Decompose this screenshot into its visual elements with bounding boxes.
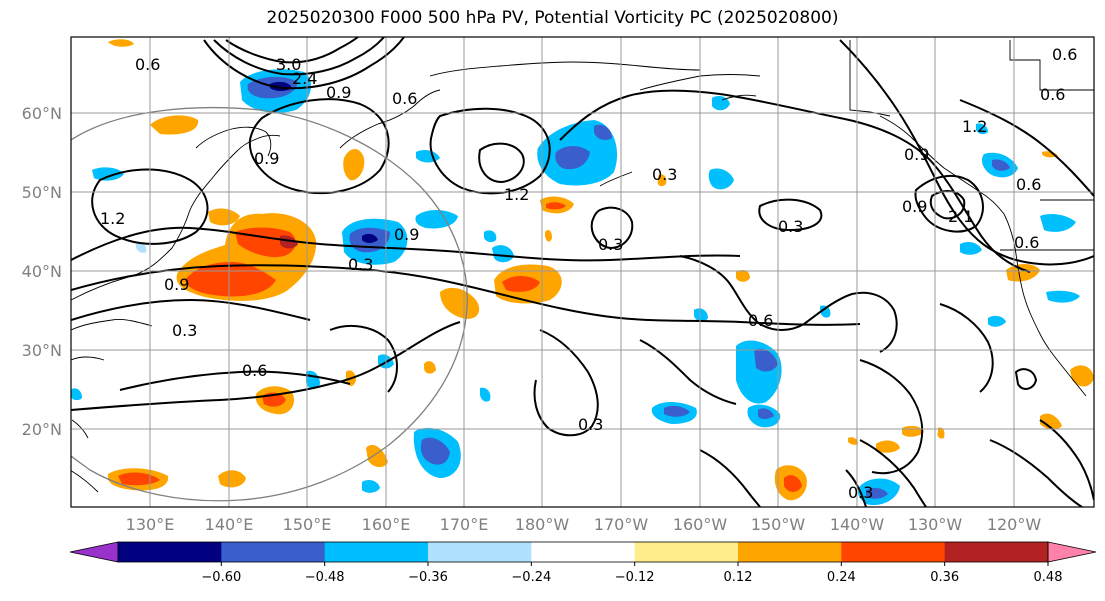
lon-label: 170°W — [594, 515, 649, 534]
contour-label: 0.6 — [1014, 233, 1039, 252]
colorbar-segment — [221, 542, 326, 562]
lon-label: 130°W — [908, 515, 963, 534]
colorbar-tick-label: −0.12 — [615, 570, 655, 585]
gridlines — [71, 37, 1094, 507]
lat-label: 30°N — [22, 341, 62, 360]
lon-label: 150°W — [751, 515, 806, 534]
colorbar-segment — [634, 542, 739, 562]
coastlines — [71, 40, 1094, 493]
contour-label: 0.6 — [1052, 45, 1077, 64]
colorbar-ticks: −0.60 −0.48 −0.36 −0.24 −0.12 0.12 0.24 0.36 0.4… — [201, 562, 1063, 585]
longitude-labels: 130°E 140°E 150°E 160°E 170°E 180°W 170°… — [126, 515, 1042, 534]
contour-label: 0.9 — [394, 225, 419, 244]
colorbar-segments — [69, 541, 1097, 563]
colorbar-tick-label: −0.60 — [201, 570, 241, 585]
lon-label: 130°E — [126, 515, 175, 534]
contour-label: 0.6 — [242, 361, 267, 380]
lon-label: 140°E — [205, 515, 254, 534]
colorbar-tick-label: 0.36 — [930, 570, 959, 585]
colorbar-outline — [117, 541, 1049, 563]
contour-label: 1.2 — [100, 209, 125, 228]
colorbar-segment — [118, 542, 222, 562]
colorbar-extend-low — [69, 541, 119, 563]
contour-label: 0.6 — [1016, 175, 1041, 194]
lon-label: 180°W — [515, 515, 570, 534]
contour-label: 0.9 — [326, 83, 351, 102]
pv-contours — [71, 37, 1094, 507]
colorbar-tick-label: −0.48 — [305, 570, 345, 585]
colorbar-tick-label: 0.48 — [1034, 570, 1063, 585]
contour-label: 2.1 — [948, 207, 973, 226]
colorbar-segment — [944, 542, 1049, 562]
contour-label: 2.4 — [292, 69, 317, 88]
colorbar-tick-label: −0.36 — [408, 570, 448, 585]
lon-label: 160°W — [673, 515, 728, 534]
contour-label: 3.0 — [276, 55, 301, 74]
contour-label: 0.3 — [652, 165, 677, 184]
lon-label: 120°W — [987, 515, 1042, 534]
contour-label: 0.3 — [348, 255, 373, 274]
contour-label: 0.3 — [172, 321, 197, 340]
lat-label: 40°N — [22, 262, 62, 281]
colorbar-segment — [324, 542, 429, 562]
colorbar: −0.60 −0.48 −0.36 −0.24 −0.12 0.12 0.24 0.36 0.4… — [69, 541, 1097, 585]
contour-label: 0.9 — [902, 197, 927, 216]
contour-label: 0.3 — [598, 235, 623, 254]
lon-label: 150°E — [283, 515, 332, 534]
lon-label: 140°W — [830, 515, 885, 534]
contour-label: 0.9 — [164, 275, 189, 294]
contour-label: 0.6 — [1040, 85, 1065, 104]
map-frame — [70, 36, 1095, 508]
contour-label: 0.3 — [778, 217, 803, 236]
lon-label: 170°E — [440, 515, 489, 534]
latitude-labels: 60°N 50°N 40°N 30°N 20°N — [22, 104, 62, 439]
contour-label: 1.2 — [962, 117, 987, 136]
colorbar-tick-label: 0.24 — [827, 570, 856, 585]
colorbar-segment — [841, 542, 946, 562]
contour-label: 0.9 — [904, 145, 929, 164]
contour-label: 0.9 — [254, 149, 279, 168]
contour-labels: 0.6 3.0 2.4 0.9 0.6 0.9 1.2 1.2 0.9 0.3 … — [100, 45, 1077, 502]
lon-label: 160°E — [362, 515, 411, 534]
colorbar-segment — [738, 542, 842, 562]
contour-label: 0.3 — [848, 483, 873, 502]
colorbar-tick-label: −0.24 — [511, 570, 551, 585]
contour-label: 0.6 — [748, 311, 773, 330]
colorbar-extend-high — [1047, 541, 1097, 563]
contour-label: 1.2 — [504, 185, 529, 204]
contour-label: 0.6 — [392, 89, 417, 108]
contour-label: 0.6 — [135, 55, 160, 74]
map-title: 2025020300 F000 500 hPa PV, Potential Vo… — [266, 8, 839, 28]
lat-label: 20°N — [22, 420, 62, 439]
colorbar-segment — [428, 542, 532, 562]
range-circle — [71, 107, 468, 502]
colorbar-segment — [531, 542, 636, 562]
lat-label: 50°N — [22, 183, 62, 202]
lat-label: 60°N — [22, 104, 62, 123]
pv-anomaly-shading — [71, 39, 1094, 506]
contour-label: 0.3 — [578, 415, 603, 434]
colorbar-tick-label: 0.12 — [724, 570, 753, 585]
